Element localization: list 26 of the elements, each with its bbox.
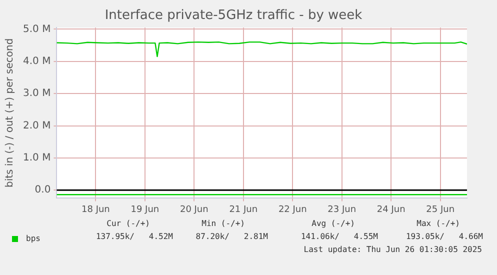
x-tick-label: 20 Jun	[180, 204, 208, 215]
x-tick-label: 21 Jun	[229, 204, 258, 215]
y-tick-label: 2.0 M	[22, 120, 51, 132]
text: Cur (-/+)	[106, 219, 150, 228]
text: Avg (-/+)	[312, 219, 355, 228]
chart-title: Interface private-5GHz traffic - by week	[104, 8, 363, 24]
x-tick-label: 22 Jun	[278, 204, 307, 215]
y-axis-title: bits in (-) / out (+) per second	[4, 38, 16, 188]
y-tick-label: 1.0 M	[22, 152, 51, 164]
text: Min (-/+)	[202, 219, 245, 228]
y-tick-label: 5.0 M	[22, 24, 51, 35]
text: 87.20k/ 2.81M	[196, 232, 268, 241]
text: 193.05k/ 4.66M	[406, 232, 483, 241]
text: Last update: Thu Jun 26 01:30:05 2025	[304, 245, 482, 254]
text: 141.06k/ 4.55M	[300, 232, 378, 241]
y-tick-label: 0.0	[34, 184, 51, 196]
y-tick-label: 4.0 M	[22, 56, 51, 67]
legend-label: bps	[26, 234, 40, 243]
x-tick-label: 25 Jun	[426, 204, 455, 215]
text: Max (-/+)	[416, 219, 460, 228]
x-tick-label: 23 Jun	[328, 204, 356, 215]
y-tick-label: 3.0 M	[22, 88, 51, 100]
x-tick-label: 24 Jun	[376, 204, 406, 215]
text: 137.95k/ 4.52M	[96, 232, 173, 241]
x-tick-label: 18 Jun	[81, 204, 110, 215]
x-tick-label: 19 Jun	[130, 204, 160, 215]
